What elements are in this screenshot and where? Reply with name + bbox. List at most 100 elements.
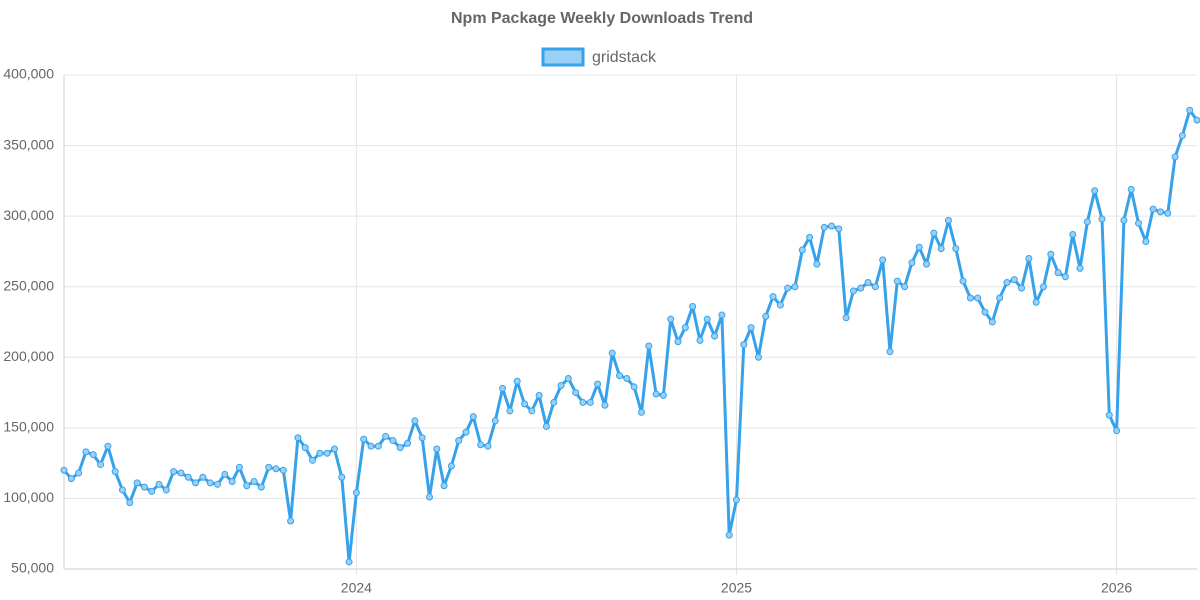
data-point <box>89 451 97 459</box>
y-tick-label: 150,000 <box>3 419 54 435</box>
data-point <box>411 417 419 425</box>
data-point <box>162 486 170 494</box>
data-point <box>345 558 353 566</box>
data-point <box>923 260 931 268</box>
data-point <box>564 374 572 382</box>
data-point <box>1076 264 1084 272</box>
data-point <box>316 449 324 457</box>
data-point <box>689 302 697 310</box>
data-point <box>594 380 602 388</box>
data-point <box>740 341 748 349</box>
data-point <box>1186 106 1194 114</box>
data-point <box>623 374 631 382</box>
data-point <box>608 349 616 357</box>
data-point <box>572 389 580 397</box>
data-point <box>287 517 295 525</box>
data-point <box>367 442 375 450</box>
data-point <box>944 216 952 224</box>
data-point <box>155 480 163 488</box>
data-point <box>462 428 470 436</box>
data-point <box>272 465 280 473</box>
data-point <box>214 480 222 488</box>
data-point <box>389 437 397 445</box>
data-point <box>1135 219 1143 227</box>
data-point <box>521 400 529 408</box>
data-point <box>659 391 667 399</box>
data-point <box>374 442 382 450</box>
data-point <box>1127 185 1135 193</box>
data-point <box>857 284 865 292</box>
data-point <box>192 479 200 487</box>
data-point <box>798 246 806 254</box>
data-point <box>338 473 346 481</box>
data-point <box>988 318 996 326</box>
data-point <box>784 284 792 292</box>
data-point <box>1083 218 1091 226</box>
data-point <box>301 444 309 452</box>
data-point <box>703 315 711 323</box>
data-point <box>959 277 967 285</box>
data-point <box>455 437 463 445</box>
data-point <box>747 324 755 332</box>
y-tick-label: 100,000 <box>3 489 54 505</box>
data-point <box>630 383 638 391</box>
data-point <box>294 434 302 442</box>
data-point <box>981 308 989 316</box>
data-point <box>133 479 141 487</box>
data-point <box>1164 209 1172 217</box>
data-point <box>732 496 740 504</box>
x-tick-label: 2026 <box>1101 580 1132 596</box>
data-point <box>864 278 872 286</box>
data-point <box>893 277 901 285</box>
data-point <box>930 229 938 237</box>
data-point <box>820 223 828 231</box>
data-point <box>140 483 148 491</box>
data-point <box>835 225 843 233</box>
data-point <box>265 463 273 471</box>
data-point <box>937 245 945 253</box>
x-tick-label: 2025 <box>721 580 752 596</box>
data-point <box>477 441 485 449</box>
data-point <box>111 468 119 476</box>
data-point <box>645 342 653 350</box>
data-point <box>996 294 1004 302</box>
data-point <box>257 483 265 491</box>
data-point <box>1069 230 1077 238</box>
data-point <box>513 377 521 385</box>
data-point <box>966 294 974 302</box>
data-point <box>309 456 317 464</box>
data-point <box>499 384 507 392</box>
data-point <box>228 477 236 485</box>
data-point <box>1105 411 1113 419</box>
data-point <box>1025 254 1033 262</box>
data-point <box>1032 298 1040 306</box>
data-point <box>813 260 821 268</box>
data-point <box>1047 250 1055 258</box>
data-point <box>915 243 923 251</box>
data-point <box>952 245 960 253</box>
data-point <box>1149 205 1157 213</box>
data-point <box>126 499 134 507</box>
data-point <box>469 413 477 421</box>
data-point <box>1142 238 1150 246</box>
data-point <box>871 283 879 291</box>
data-point <box>1120 216 1128 224</box>
data-point <box>360 435 368 443</box>
data-point <box>506 407 514 415</box>
data-point <box>243 482 251 490</box>
data-point <box>725 531 733 539</box>
data-point <box>60 466 68 474</box>
data-point <box>418 434 426 442</box>
data-point <box>849 287 857 295</box>
data-point <box>235 463 243 471</box>
data-point <box>491 417 499 425</box>
data-point <box>696 336 704 344</box>
data-point <box>842 314 850 322</box>
data-point <box>447 462 455 470</box>
data-point <box>974 294 982 302</box>
data-point <box>1010 276 1018 284</box>
data-point <box>711 332 719 340</box>
data-point <box>221 470 229 478</box>
data-point <box>104 442 112 450</box>
